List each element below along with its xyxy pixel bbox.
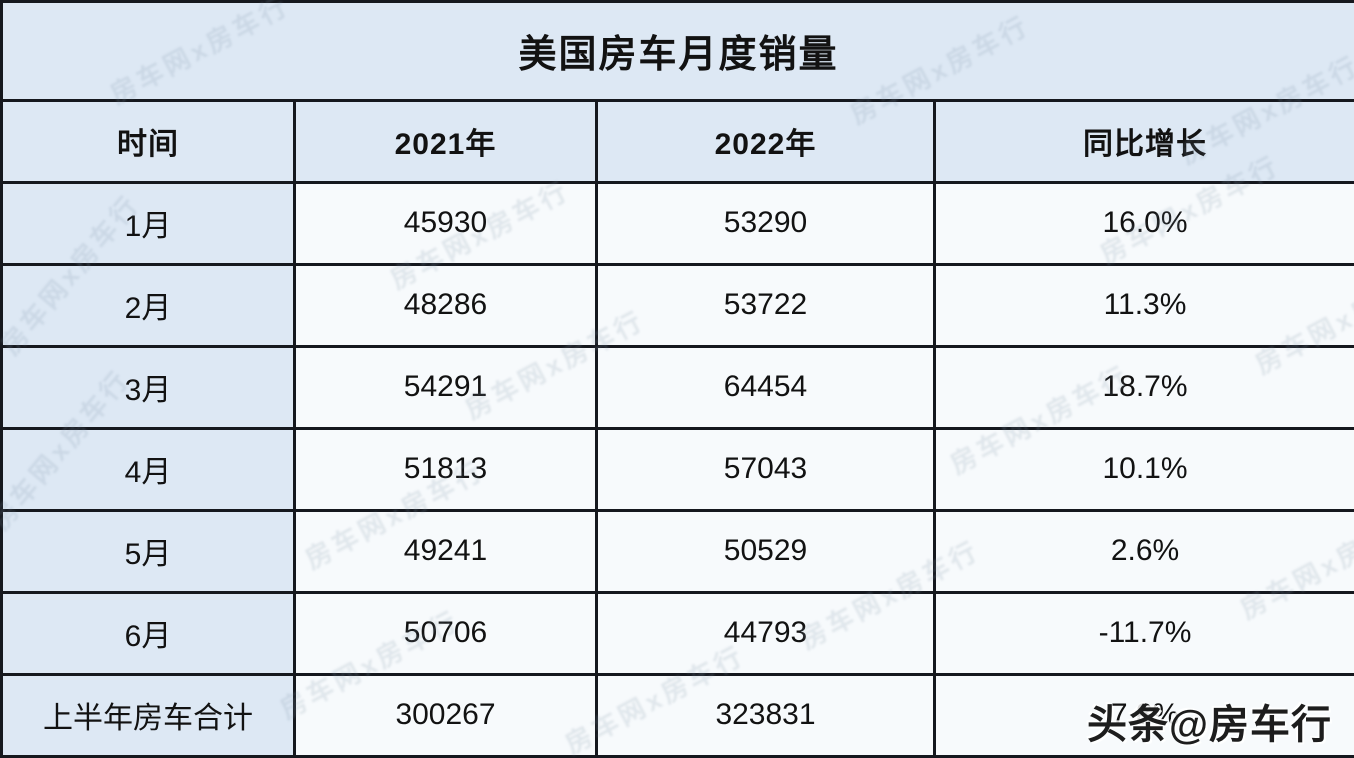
col-header-growth: 同比增长 <box>932 98 1354 184</box>
value-2022-cell: 323831 <box>595 672 936 758</box>
table-row-mar: 3月 54291 64454 18.7% <box>0 344 1354 430</box>
title-row: 美国房车月度销量 <box>0 0 1354 102</box>
period-cell: 6月 <box>0 590 296 676</box>
growth-cell: 2.6% <box>932 508 1354 594</box>
value-2021-cell: 50706 <box>293 590 598 676</box>
value-2022-cell: 53290 <box>595 180 936 266</box>
table-row-may: 5月 49241 50529 2.6% <box>0 508 1354 594</box>
value-2022-cell: 57043 <box>595 426 936 512</box>
col-header-period: 时间 <box>0 98 296 184</box>
value-2022-cell: 44793 <box>595 590 936 676</box>
growth-cell: 11.3% <box>932 262 1354 348</box>
growth-cell: 7.8% <box>932 672 1354 758</box>
period-cell: 1月 <box>0 180 296 266</box>
header-row: 时间 2021年 2022年 同比增长 <box>0 98 1354 184</box>
period-cell: 上半年房车合计 <box>0 672 296 758</box>
table-title: 美国房车月度销量 <box>0 0 1354 102</box>
growth-cell: 18.7% <box>932 344 1354 430</box>
period-cell: 4月 <box>0 426 296 512</box>
col-header-2022: 2022年 <box>595 98 936 184</box>
table-row-jun: 6月 50706 44793 -11.7% <box>0 590 1354 676</box>
period-cell: 2月 <box>0 262 296 348</box>
table-row-jan: 1月 45930 53290 16.0% <box>0 180 1354 266</box>
growth-cell: -11.7% <box>932 590 1354 676</box>
value-2021-cell: 54291 <box>293 344 598 430</box>
value-2022-cell: 50529 <box>595 508 936 594</box>
value-2021-cell: 300267 <box>293 672 598 758</box>
period-cell: 3月 <box>0 344 296 430</box>
value-2021-cell: 45930 <box>293 180 598 266</box>
table-row-feb: 2月 48286 53722 11.3% <box>0 262 1354 348</box>
growth-cell: 16.0% <box>932 180 1354 266</box>
value-2021-cell: 48286 <box>293 262 598 348</box>
growth-cell: 10.1% <box>932 426 1354 512</box>
value-2021-cell: 51813 <box>293 426 598 512</box>
table-row-apr: 4月 51813 57043 10.1% <box>0 426 1354 512</box>
period-cell: 5月 <box>0 508 296 594</box>
value-2021-cell: 49241 <box>293 508 598 594</box>
value-2022-cell: 53722 <box>595 262 936 348</box>
col-header-2021: 2021年 <box>293 98 598 184</box>
table-row-h1-total: 上半年房车合计 300267 323831 7.8% <box>0 672 1354 758</box>
value-2022-cell: 64454 <box>595 344 936 430</box>
